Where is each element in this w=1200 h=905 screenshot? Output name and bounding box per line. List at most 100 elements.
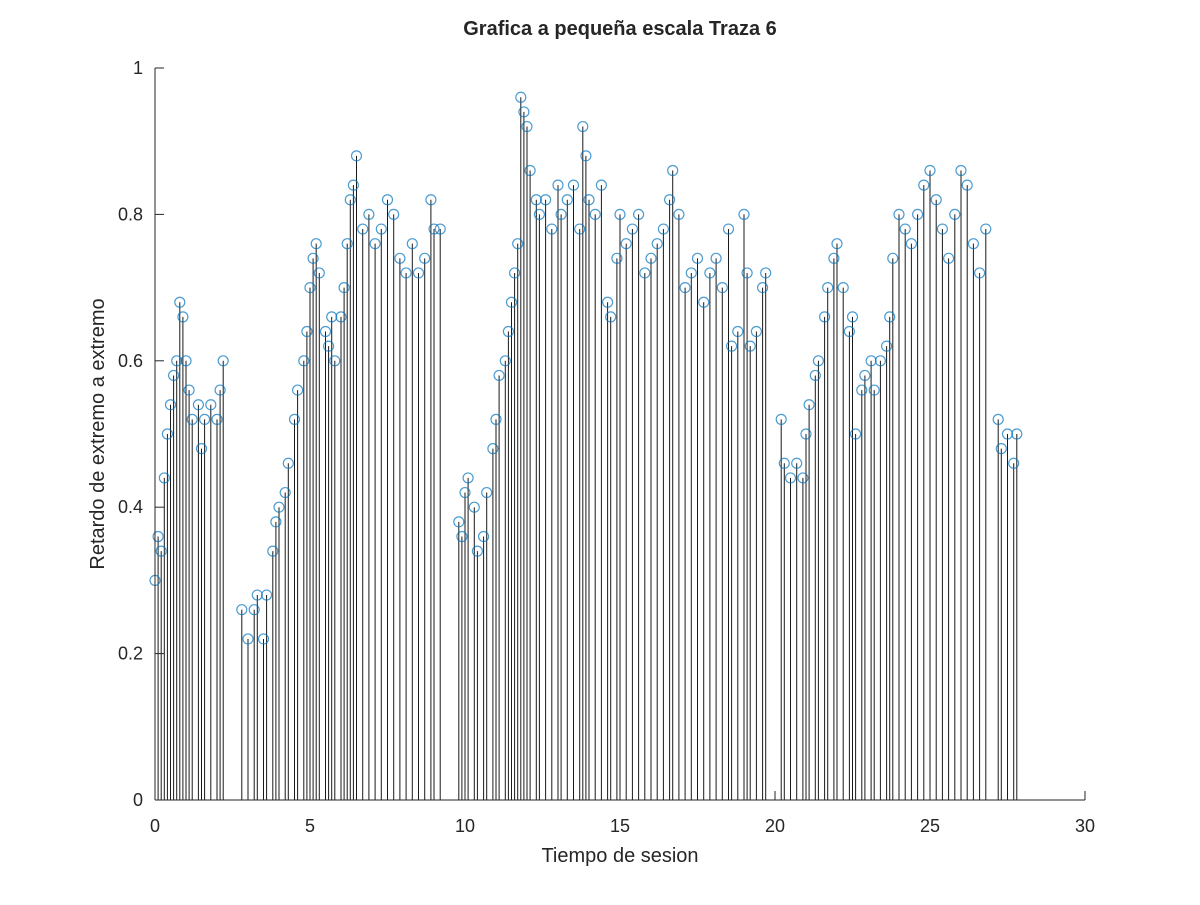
stem-marker bbox=[304, 282, 316, 294]
stem-marker bbox=[744, 340, 756, 352]
stem-marker bbox=[784, 472, 797, 484]
stem-marker bbox=[267, 545, 279, 557]
stem-marker bbox=[326, 311, 338, 323]
stem-marker bbox=[911, 208, 924, 220]
stem-marker bbox=[698, 296, 710, 308]
stem-marker bbox=[577, 120, 589, 133]
stem-marker bbox=[347, 179, 359, 191]
stem-marker bbox=[419, 252, 431, 264]
stem-marker bbox=[800, 428, 812, 440]
stem-marker bbox=[967, 238, 980, 250]
stem-marker bbox=[171, 355, 183, 367]
stem-marker bbox=[493, 369, 505, 382]
stem-marker bbox=[818, 311, 831, 323]
stem-marker bbox=[822, 282, 834, 294]
stem-marker bbox=[828, 252, 840, 264]
stem-marker bbox=[481, 486, 493, 499]
stem-marker bbox=[158, 472, 170, 484]
stem-marker bbox=[177, 311, 189, 323]
x-axis-label: Tiempo de sesion bbox=[541, 845, 698, 867]
stem-marker bbox=[524, 164, 536, 177]
stem-marker bbox=[205, 399, 217, 411]
x-tick-label: 30 bbox=[1075, 816, 1095, 836]
stem-marker bbox=[313, 267, 325, 279]
stem-marker bbox=[880, 340, 893, 352]
stem-marker bbox=[837, 282, 849, 294]
x-tick-label: 25 bbox=[920, 816, 940, 836]
stem-marker bbox=[490, 413, 502, 425]
stem-marker bbox=[673, 208, 685, 220]
chart-title: Grafica a pequeña escala Traza 6 bbox=[463, 18, 777, 40]
stem-marker bbox=[626, 223, 639, 235]
stem-marker bbox=[363, 208, 375, 220]
stem-marker bbox=[546, 223, 558, 235]
stem-marker bbox=[704, 267, 716, 279]
stem-marker bbox=[251, 589, 263, 601]
stem-marker bbox=[905, 238, 918, 250]
stem-marker bbox=[859, 369, 871, 382]
y-tick-label: 0.2 bbox=[118, 644, 143, 664]
stem-marker bbox=[961, 179, 973, 191]
stem-marker bbox=[236, 604, 248, 616]
stem-marker bbox=[434, 223, 446, 235]
stem-marker bbox=[738, 208, 750, 220]
stem-marker bbox=[412, 267, 425, 279]
stem-marker bbox=[515, 91, 527, 103]
stem-marker bbox=[400, 267, 412, 279]
stem-marker bbox=[583, 194, 595, 206]
stem-marker bbox=[310, 238, 322, 250]
stem-marker bbox=[518, 106, 530, 118]
stem-marker bbox=[183, 384, 195, 396]
stem-marker bbox=[831, 238, 843, 250]
stem-marker bbox=[949, 208, 961, 220]
stem-marker bbox=[217, 355, 229, 367]
stem-marker bbox=[924, 164, 936, 177]
stem-marker bbox=[161, 428, 173, 440]
y-tick-label: 0.8 bbox=[118, 204, 143, 224]
stem-marker bbox=[620, 238, 632, 250]
y-tick-label: 0 bbox=[133, 790, 143, 810]
y-axis-label: Retardo de extremo a extremo bbox=[87, 298, 109, 569]
stem-marker bbox=[685, 267, 697, 279]
stem-marker bbox=[521, 120, 533, 133]
stem-marker bbox=[487, 443, 499, 455]
stem-marker bbox=[478, 530, 490, 543]
stem-marker bbox=[722, 223, 735, 235]
stem-marker bbox=[611, 252, 623, 264]
stem-marker bbox=[639, 267, 651, 279]
stem-marker bbox=[195, 443, 208, 455]
stem-marker bbox=[338, 282, 350, 294]
stem-marker bbox=[691, 252, 704, 264]
stem-marker bbox=[856, 384, 868, 396]
stem-marker bbox=[192, 399, 204, 411]
stem-marker bbox=[657, 223, 670, 235]
stem-marker bbox=[605, 311, 617, 323]
stem-marker bbox=[595, 179, 608, 191]
stem-marker bbox=[248, 604, 260, 616]
stem-marker bbox=[632, 208, 645, 220]
x-tick-label: 0 bbox=[150, 816, 160, 836]
stem-marker bbox=[174, 296, 186, 308]
stem-marker bbox=[887, 252, 899, 264]
stem-marker bbox=[425, 194, 437, 206]
stem-marker bbox=[555, 208, 567, 220]
y-tick-label: 1 bbox=[133, 58, 143, 78]
stem-marker bbox=[955, 164, 967, 177]
stem-marker bbox=[667, 164, 679, 177]
stem-marker bbox=[893, 208, 905, 220]
stem-marker bbox=[341, 238, 353, 250]
stem-marker bbox=[462, 472, 474, 484]
stem-marker bbox=[992, 413, 1004, 425]
stem-marker bbox=[323, 340, 335, 352]
stem-marker bbox=[884, 311, 896, 323]
stem-marker bbox=[843, 325, 856, 338]
stem-marker bbox=[778, 457, 790, 469]
stem-marker bbox=[180, 355, 192, 367]
stem-marker bbox=[995, 443, 1007, 455]
x-tick-label: 5 bbox=[305, 816, 315, 836]
stem-marker bbox=[298, 355, 310, 367]
stem-marker bbox=[369, 238, 381, 250]
stem-marker bbox=[750, 325, 763, 338]
stem-marker bbox=[350, 150, 363, 162]
